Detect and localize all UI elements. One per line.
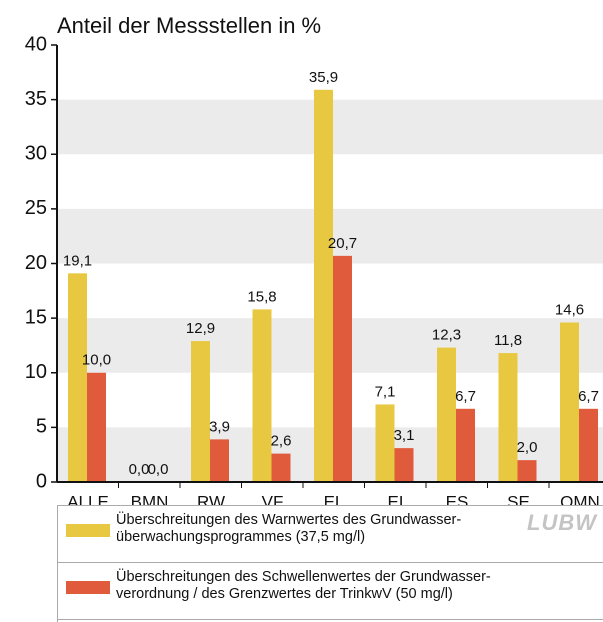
y-tick-label: 40: [25, 33, 47, 55]
value-label: 14,6: [555, 301, 584, 318]
value-label: 20,7: [328, 235, 357, 252]
value-label: 6,7: [578, 388, 599, 405]
x-tick-label: ALLE: [67, 492, 109, 505]
y-tick-label: 10: [25, 361, 47, 383]
value-label: 2,6: [271, 433, 292, 450]
value-label: 11,8: [494, 332, 522, 349]
legend-entry: Überschreitungen des Warnwertes des Grun…: [58, 506, 603, 563]
legend-label: Überschreitungen des Schwellenwertes der…: [116, 569, 491, 602]
bar: [437, 347, 456, 482]
x-tick-label: BMN: [131, 492, 169, 505]
bar: [517, 460, 537, 482]
bar: [579, 408, 598, 482]
y-tick-label: 35: [25, 88, 47, 110]
logo: LUBW: [527, 510, 597, 535]
value-label: 10,0: [82, 352, 111, 369]
value-label: 2,0: [517, 439, 538, 456]
bar: [333, 255, 352, 482]
x-tick-label: ES: [446, 492, 469, 505]
value-label: 7,1: [375, 383, 396, 400]
value-label: 35,9: [309, 69, 338, 86]
value-label: 3,1: [394, 427, 415, 444]
value-label: 0,0: [129, 461, 150, 478]
legend-label: Überschreitungen des Warnwertes des Grun…: [116, 512, 462, 545]
bar: [394, 448, 414, 482]
legend-entry: Überschreitungen des Schwellenwertes der…: [58, 563, 603, 620]
value-label: 12,3: [432, 327, 461, 344]
bar: [456, 408, 475, 482]
x-tick-label: SE: [507, 492, 530, 505]
x-tick-label: QMN: [560, 492, 600, 505]
chart: Anteil der Messstellen in % 0 5 10 15 20 25 30…: [25, 13, 603, 505]
y-tick-label: 30: [25, 143, 47, 165]
value-label: 12,9: [186, 320, 215, 337]
y-tick-label: 5: [36, 416, 47, 438]
legend: Überschreitungen des Warnwertes des Grun…: [57, 505, 603, 622]
x-tick-label: EL: [324, 492, 345, 505]
y-tick-label: 20: [25, 252, 47, 274]
y-tick-label: 25: [25, 197, 47, 219]
bar: [252, 309, 272, 482]
bar: [68, 273, 87, 482]
value-label: 0,0: [148, 461, 169, 478]
x-tick-label: VF: [262, 492, 284, 505]
x-tick-label: RW: [197, 492, 225, 505]
bar: [87, 372, 106, 482]
bar: [314, 89, 333, 482]
legend-swatch: [66, 581, 110, 594]
value-label: 6,7: [455, 388, 476, 405]
legend-swatch: [66, 524, 110, 537]
bar: [375, 404, 395, 482]
y-tick-label: 15: [25, 306, 47, 328]
value-label: 3,9: [209, 418, 230, 435]
bar: [560, 322, 579, 482]
bar: [210, 439, 229, 482]
bar: [191, 341, 210, 482]
bar: [271, 453, 291, 482]
x-tick-label: EI: [387, 492, 403, 505]
chart-title: Anteil der Messstellen in %: [57, 13, 321, 38]
value-label: 15,8: [247, 288, 276, 305]
y-tick-label: 0: [36, 470, 47, 492]
value-label: 19,1: [63, 252, 92, 269]
bar: [498, 353, 518, 482]
